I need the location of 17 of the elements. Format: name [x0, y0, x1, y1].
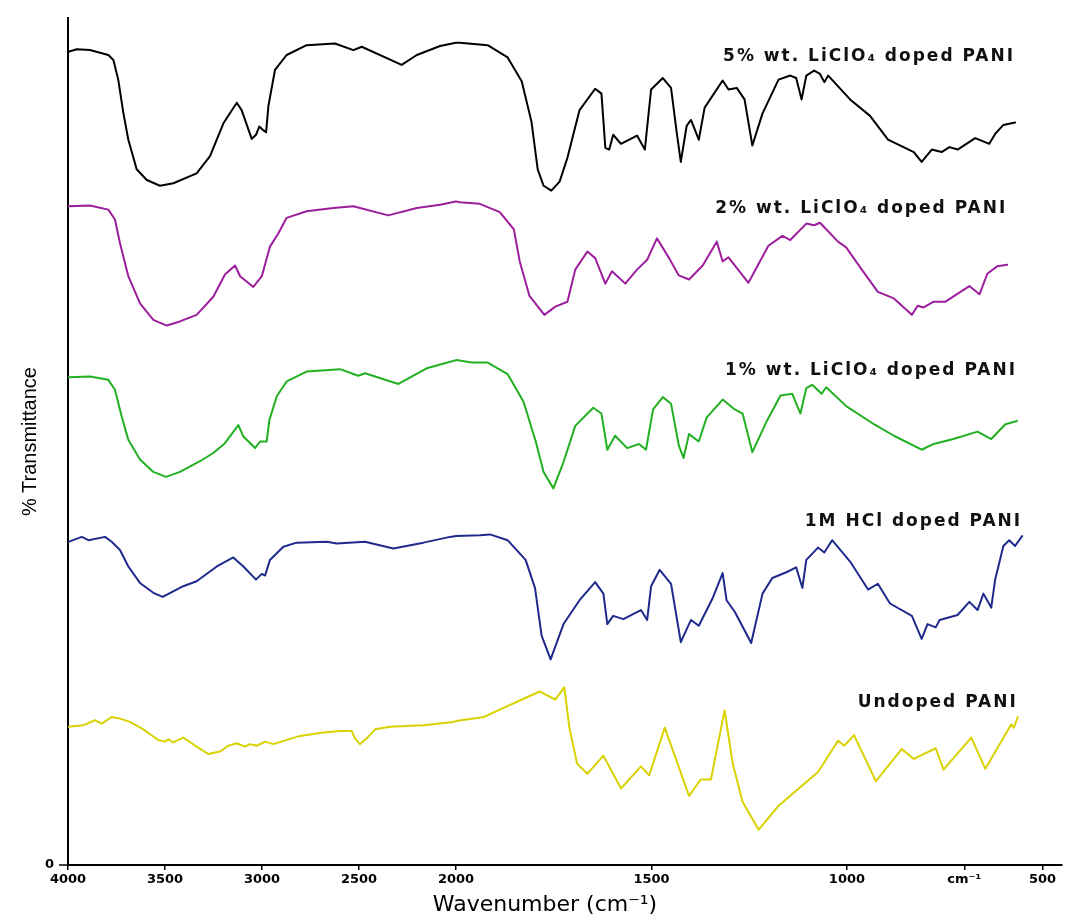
x-tick-label: 500 [1028, 871, 1057, 887]
x-tick-label: 2500 [340, 871, 378, 887]
x-tick-label: 2000 [437, 871, 475, 887]
y-axis-title: % Transmittance [17, 367, 40, 516]
x-tick-label: cm⁻¹ [947, 871, 982, 887]
x-tick-label: 4000 [49, 871, 87, 887]
x-tick-label: 3500 [146, 871, 184, 887]
x-tick-label: 3000 [243, 871, 281, 887]
series-label: 1% wt. LiClO₄ doped PANI [725, 358, 1018, 379]
x-tick-label: 1500 [633, 871, 670, 887]
series-label: Undoped PANI [857, 690, 1018, 711]
series-label: 5% wt. LiClO₄ doped PANI [723, 44, 1016, 65]
series-label: 1M HCl doped PANI [804, 510, 1023, 531]
x-tick-label: 1000 [828, 871, 866, 887]
text: 0 [44, 856, 54, 872]
x-axis-title: Wavenumber (cm⁻¹) [432, 890, 658, 916]
series-label: 2% wt. LiClO₄ doped PANI [715, 196, 1008, 217]
